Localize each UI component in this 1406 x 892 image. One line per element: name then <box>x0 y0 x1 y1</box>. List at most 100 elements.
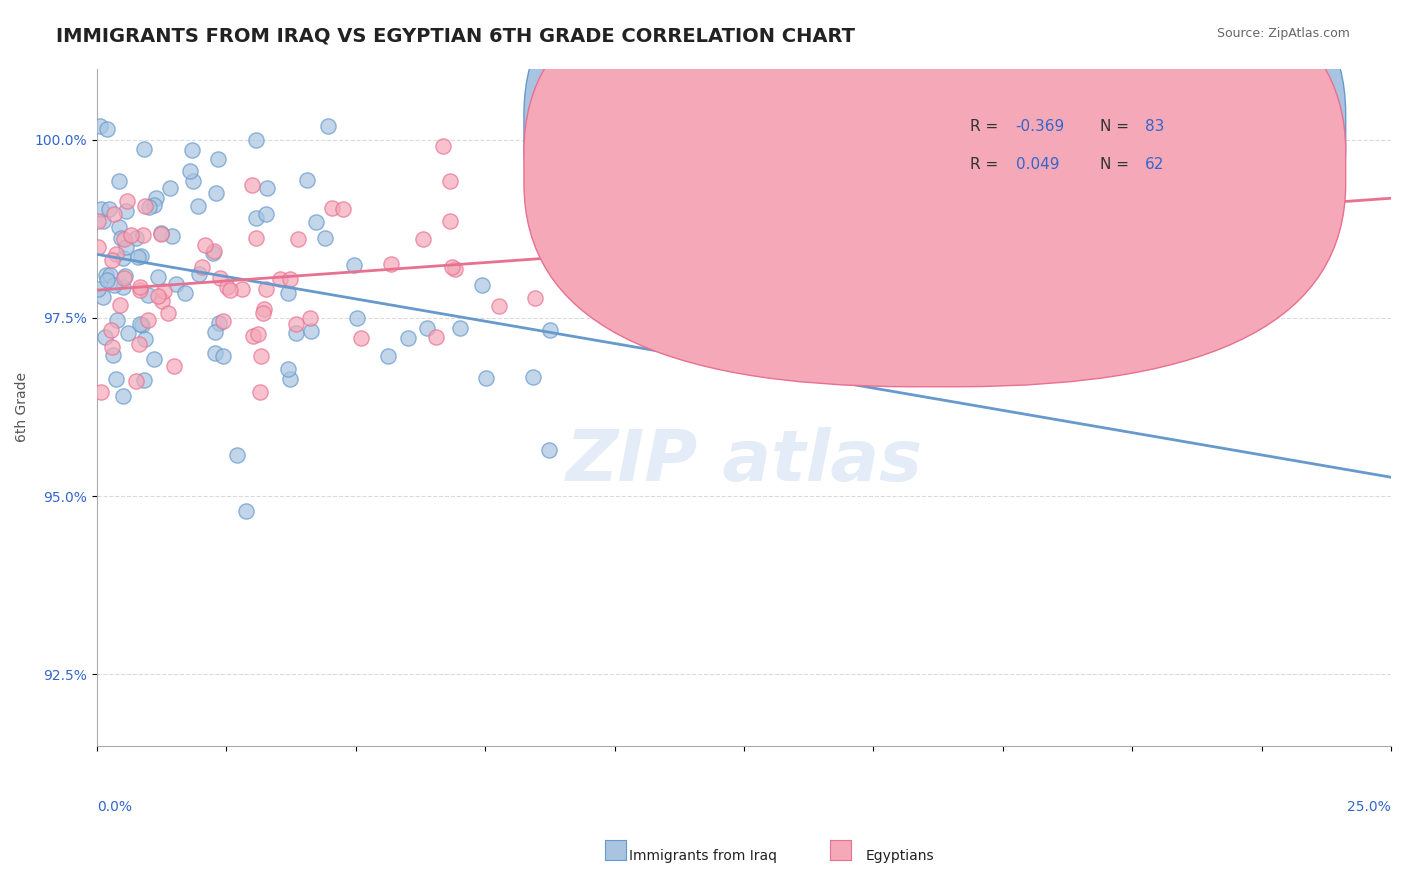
Point <box>432 139 454 153</box>
Point <box>412 232 434 246</box>
Point <box>87 240 110 254</box>
Point <box>129 280 152 294</box>
Point <box>120 228 142 243</box>
Point <box>269 272 291 286</box>
Point <box>537 443 560 458</box>
Text: N =: N = <box>1099 119 1133 134</box>
Point <box>277 362 299 376</box>
Point <box>108 219 131 234</box>
Point <box>488 299 510 313</box>
Point <box>152 284 174 298</box>
Point <box>90 202 112 216</box>
Point <box>114 268 136 283</box>
Point <box>101 340 124 354</box>
Point <box>97 202 120 216</box>
Point <box>124 231 146 245</box>
Point <box>209 271 232 285</box>
Text: 62: 62 <box>1144 157 1164 172</box>
Point <box>254 282 277 296</box>
Point <box>150 293 173 308</box>
Point <box>132 373 155 387</box>
Text: Source: ZipAtlas.com: Source: ZipAtlas.com <box>1216 27 1350 40</box>
Point <box>332 202 354 216</box>
Point <box>128 317 150 331</box>
Point <box>416 321 439 335</box>
Point <box>132 228 155 243</box>
Point <box>208 316 231 330</box>
Point <box>93 330 115 344</box>
Point <box>475 371 498 385</box>
Y-axis label: 6th Grade: 6th Grade <box>15 372 30 442</box>
Point <box>143 352 166 367</box>
Point <box>298 311 321 326</box>
Point <box>134 332 156 346</box>
Point <box>245 133 267 147</box>
Point <box>157 306 180 320</box>
Point <box>346 310 368 325</box>
Point <box>396 331 419 345</box>
Point <box>105 372 128 386</box>
Point <box>524 291 547 305</box>
Text: 0.049: 0.049 <box>1015 157 1059 172</box>
Point <box>253 302 276 317</box>
Point <box>96 122 118 136</box>
Point <box>202 246 225 260</box>
Point <box>89 119 111 133</box>
Point <box>205 186 228 200</box>
Point <box>380 257 402 271</box>
Point <box>449 321 471 335</box>
Point <box>143 198 166 212</box>
Point <box>235 504 257 518</box>
Point <box>125 374 148 388</box>
Text: ZIP atlas: ZIP atlas <box>565 426 922 496</box>
Point <box>146 269 169 284</box>
Point <box>278 272 301 286</box>
Point <box>180 143 202 157</box>
Point <box>132 143 155 157</box>
Point <box>191 260 214 274</box>
Text: Egyptians: Egyptians <box>866 849 934 863</box>
Point <box>242 329 264 343</box>
Point <box>439 174 461 188</box>
Point <box>249 349 271 363</box>
Point <box>111 280 134 294</box>
Point <box>179 163 201 178</box>
Point <box>425 330 447 344</box>
Point <box>131 249 153 263</box>
Point <box>86 282 108 296</box>
Point <box>115 194 138 208</box>
Point <box>127 251 149 265</box>
Point <box>112 252 135 266</box>
Text: R =: R = <box>970 119 1004 134</box>
Point <box>194 238 217 252</box>
Point <box>134 199 156 213</box>
Point <box>245 211 267 226</box>
Point <box>114 204 136 219</box>
Point <box>471 277 494 292</box>
Point <box>522 369 544 384</box>
Point <box>188 267 211 281</box>
Point <box>295 173 318 187</box>
Point <box>104 246 127 260</box>
Point <box>287 231 309 245</box>
Text: 25.0%: 25.0% <box>1347 800 1391 814</box>
Point <box>211 313 233 327</box>
Point <box>146 289 169 303</box>
Point <box>284 317 307 331</box>
Point <box>100 323 122 337</box>
Point <box>377 349 399 363</box>
Point <box>108 174 131 188</box>
Point <box>299 324 322 338</box>
Point <box>226 448 249 462</box>
Text: 0.0%: 0.0% <box>97 800 132 814</box>
Text: 83: 83 <box>1144 119 1164 134</box>
Point <box>240 178 263 192</box>
Point <box>316 119 339 133</box>
Point <box>138 200 160 214</box>
Point <box>101 348 124 362</box>
Point <box>647 260 669 274</box>
Point <box>112 389 135 403</box>
Point <box>110 230 132 244</box>
FancyBboxPatch shape <box>886 95 1249 197</box>
Point <box>149 227 172 241</box>
